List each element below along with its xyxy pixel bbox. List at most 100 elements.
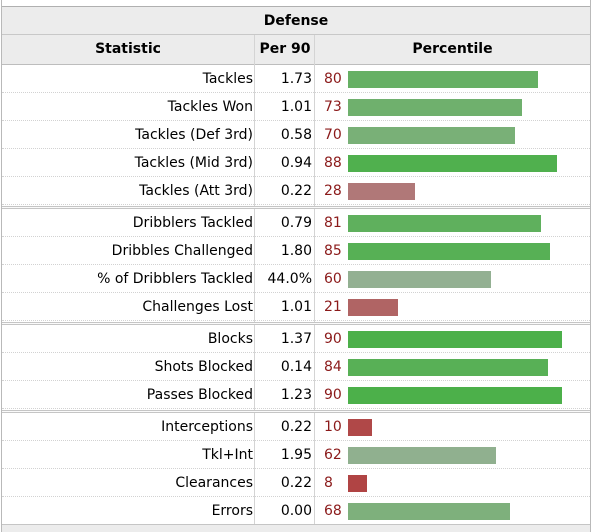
percentile-value: 62: [324, 447, 342, 463]
stat-name: Blocks: [207, 331, 253, 347]
percentile-value: 70: [324, 127, 342, 143]
percentile-value: 68: [324, 503, 342, 519]
per90-value: 1.80: [280, 243, 312, 259]
per90-value: 0.00: [280, 503, 312, 519]
table-header-row: Statistic Per 90 Percentile: [2, 35, 590, 65]
percentile-bar: [348, 155, 557, 172]
percentile-bar: [348, 243, 550, 260]
percentile-bar: [348, 387, 562, 404]
per90-value: 44.0%: [267, 271, 312, 287]
percentile-value: 80: [324, 71, 342, 87]
percentile-value: 84: [324, 359, 342, 375]
column-divider: [254, 35, 255, 206]
percentile-value: 73: [324, 99, 342, 115]
table-row: Tkl+Int 1.95 62: [2, 441, 590, 469]
percentile-bar: [348, 503, 510, 520]
stat-name: Interceptions: [161, 419, 253, 435]
per90-value: 0.58: [280, 127, 312, 143]
column-divider: [254, 209, 255, 322]
percentile-value: 8: [324, 475, 333, 491]
per90-value: 1.37: [280, 331, 312, 347]
table-row: Dribbles Challenged 1.80 85: [2, 237, 590, 265]
per90-value: 1.01: [280, 299, 312, 315]
percentile-bar: [348, 359, 548, 376]
table-row: Shots Blocked 0.14 84: [2, 353, 590, 381]
percentile-value: 90: [324, 331, 342, 347]
header-per90[interactable]: Per 90: [259, 41, 311, 57]
table-row: Clearances 0.22 8: [2, 469, 590, 497]
percentile-bar: [348, 183, 415, 200]
column-divider: [254, 325, 255, 410]
table-row: Blocks 1.37 90: [2, 325, 590, 353]
stat-name: Errors: [211, 503, 253, 519]
table-row: Errors 0.00 68: [2, 497, 590, 525]
stat-name: Challenges Lost: [142, 299, 253, 315]
stat-name: Shots Blocked: [154, 359, 253, 375]
per90-value: 0.14: [280, 359, 312, 375]
group-separator: [2, 322, 590, 325]
table-row: Challenges Lost 1.01 21: [2, 293, 590, 321]
stat-name: Tkl+Int: [202, 447, 253, 463]
percentile-bar: [348, 331, 562, 348]
column-divider: [254, 413, 255, 524]
per90-value: 0.79: [280, 215, 312, 231]
percentile-value: 85: [324, 243, 342, 259]
table-row: Dribblers Tackled 0.79 81: [2, 209, 590, 237]
stat-name: Clearances: [175, 475, 253, 491]
percentile-value: 88: [324, 155, 342, 171]
table-row: Tackles Won 1.01 73: [2, 93, 590, 121]
table-title: Defense: [2, 6, 590, 35]
stat-name: % of Dribblers Tackled: [97, 271, 253, 287]
stat-name: Tackles (Att 3rd): [139, 183, 253, 199]
per90-value: 1.95: [280, 447, 312, 463]
percentile-value: 90: [324, 387, 342, 403]
stat-name: Dribbles Challenged: [111, 243, 253, 259]
header-percentile[interactable]: Percentile: [412, 41, 493, 57]
percentile-bar: [348, 419, 372, 436]
stat-name: Tackles Won: [167, 99, 253, 115]
percentile-bar: [348, 215, 541, 232]
percentile-value: 60: [324, 271, 342, 287]
percentile-bar: [348, 71, 538, 88]
per90-value: 1.01: [280, 99, 312, 115]
percentile-bar: [348, 447, 496, 464]
per90-value: 0.22: [280, 475, 312, 491]
per90-value: 0.22: [280, 419, 312, 435]
percentile-value: 81: [324, 215, 342, 231]
column-divider: [314, 325, 315, 410]
table-row: Interceptions 0.22 10: [2, 413, 590, 441]
table-row: Tackles (Def 3rd) 0.58 70: [2, 121, 590, 149]
table-row: Passes Blocked 1.23 90: [2, 381, 590, 409]
per90-value: 1.73: [280, 71, 312, 87]
table-row: Tackles 1.73 80: [2, 65, 590, 93]
group-separator: [2, 206, 590, 209]
percentile-bar: [348, 127, 515, 144]
group-separator: [2, 410, 590, 413]
percentile-bar: [348, 475, 367, 492]
percentile-bar: [348, 271, 491, 288]
stat-name: Dribblers Tackled: [132, 215, 253, 231]
stat-name: Tackles: [202, 71, 253, 87]
stat-name: Tackles (Mid 3rd): [134, 155, 253, 171]
per90-value: 0.22: [280, 183, 312, 199]
percentile-value: 10: [324, 419, 342, 435]
table-footer: [2, 524, 590, 532]
percentile-bar: [348, 99, 522, 116]
per90-value: 1.23: [280, 387, 312, 403]
percentile-bar: [348, 299, 398, 316]
column-divider: [314, 35, 315, 206]
stat-name: Passes Blocked: [146, 387, 253, 403]
table-row: Tackles (Att 3rd) 0.22 28: [2, 177, 590, 205]
percentile-value: 28: [324, 183, 342, 199]
column-divider: [314, 209, 315, 322]
stat-name: Tackles (Def 3rd): [135, 127, 253, 143]
percentile-value: 21: [324, 299, 342, 315]
column-divider: [314, 413, 315, 524]
header-statistic[interactable]: Statistic: [95, 41, 161, 57]
per90-value: 0.94: [280, 155, 312, 171]
table-row: Tackles (Mid 3rd) 0.94 88: [2, 149, 590, 177]
table-row: % of Dribblers Tackled 44.0% 60: [2, 265, 590, 293]
table-title-text: Defense: [263, 12, 329, 29]
